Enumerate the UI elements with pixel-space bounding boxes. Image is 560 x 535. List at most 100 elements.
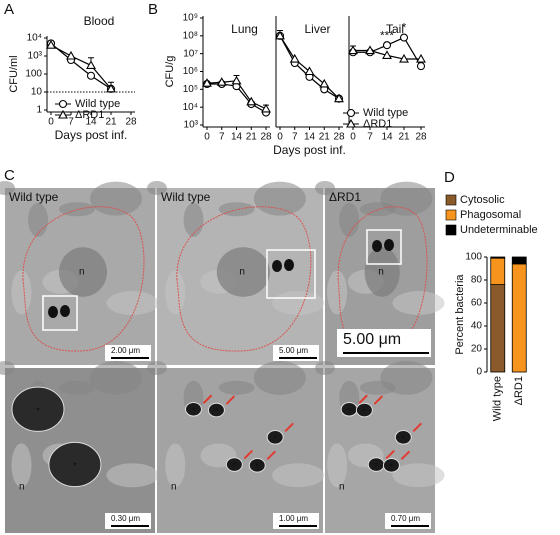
bar-segment — [490, 256, 506, 259]
x-tick-label: 21 — [105, 117, 117, 128]
marker — [58, 109, 68, 119]
legend-label: Undeterminable — [460, 224, 538, 236]
cell-structure — [147, 181, 167, 195]
y-tick-label: 0 — [476, 367, 482, 378]
marker — [399, 33, 409, 42]
y-tick-label: 20 — [471, 344, 483, 355]
scale-label: 5.00 μm — [279, 346, 308, 355]
cell-structure — [28, 202, 48, 237]
x-tick-label: 28 — [260, 132, 272, 143]
y-axis-label: CFU/ml — [8, 55, 20, 92]
bacterium — [284, 259, 294, 271]
bacterium-label: * — [401, 434, 405, 445]
y-tick-label: 10 — [31, 87, 43, 98]
y-tick-label: 10⁷ — [183, 48, 198, 59]
chart-title: Lung — [231, 22, 258, 36]
x-tick-label: 28 — [333, 132, 345, 143]
cell-structure — [327, 443, 348, 488]
bar-segment — [511, 256, 527, 265]
legend-label: Wild type — [363, 107, 408, 119]
y-tick-label: 100 — [25, 69, 42, 80]
y-tick-label: 10⁶ — [183, 66, 198, 77]
marker — [365, 45, 375, 55]
marker — [66, 50, 76, 60]
arrow — [358, 394, 368, 404]
scale-label: 0.70 μm — [391, 514, 420, 523]
arrow — [400, 450, 411, 461]
marker — [231, 75, 242, 85]
legend-label: ΔRD1 — [75, 109, 104, 121]
micrograph-label: Wild type — [161, 190, 211, 204]
bacterium-label: * — [255, 462, 259, 473]
marker — [86, 71, 96, 80]
cell-structure — [90, 181, 142, 216]
legend-swatch — [445, 209, 457, 221]
nucleus-label: n — [19, 481, 25, 492]
legend-swatch — [445, 194, 457, 206]
inset-box — [266, 249, 316, 299]
marker — [106, 83, 116, 93]
cell-outline — [176, 206, 312, 352]
arrow — [225, 395, 236, 405]
chart-title: Liver — [304, 22, 330, 36]
annotation: *** — [380, 28, 394, 42]
bacterium-label: * — [347, 406, 351, 417]
marker — [382, 50, 392, 59]
x-tick-label: 21 — [319, 132, 331, 143]
marker — [289, 53, 300, 63]
chart-title: Blood — [84, 14, 115, 28]
legend-label: Cytosolic — [460, 194, 505, 206]
bacterium — [272, 260, 282, 272]
cell-structure — [315, 181, 335, 195]
chart-title: Tail — [386, 22, 404, 36]
panel-label: D — [444, 169, 455, 186]
x-tick-label: 14 — [304, 132, 316, 143]
arrow — [373, 395, 384, 405]
scale-label: 0.30 μm — [111, 514, 140, 523]
series-line — [50, 44, 112, 90]
cell-structure — [90, 360, 142, 395]
x-tick-label: 0 — [204, 132, 210, 143]
bacterium — [185, 401, 203, 417]
marker — [416, 53, 426, 63]
marker — [216, 77, 227, 86]
x-tick-label: 28 — [125, 117, 137, 128]
cell-structure — [359, 380, 396, 395]
marker — [346, 118, 356, 128]
marker — [275, 30, 285, 40]
bacterium — [48, 441, 102, 488]
annotation: * — [402, 21, 407, 35]
y-tick-label: 40 — [471, 321, 483, 332]
y-axis-label: Percent bacteria — [454, 274, 466, 355]
x-tick-label: 14 — [85, 117, 97, 128]
panel-label: A — [4, 1, 14, 18]
legend-label: ΔRD1 — [363, 118, 392, 130]
cell-structure — [183, 202, 204, 237]
bacterium — [372, 240, 382, 252]
y-tick-label: 10⁸ — [183, 30, 198, 41]
y-tick-label: 80 — [471, 275, 483, 286]
bacterium-label: * — [192, 406, 196, 417]
arrow — [202, 394, 213, 404]
y-tick-label: 10³ — [28, 51, 43, 62]
marker — [46, 40, 56, 49]
cell-structure — [165, 270, 186, 315]
y-tick-label: 10⁴ — [27, 33, 42, 44]
scale-label: 5.00 μm — [343, 331, 401, 348]
x-tick-label: 0 — [48, 117, 54, 128]
cell-structure — [392, 463, 445, 488]
cell-structure — [106, 463, 159, 488]
nucleus — [59, 247, 107, 297]
x-tick-label: 14 — [381, 132, 393, 143]
cell-structure — [272, 291, 325, 316]
bacterium-label: * — [214, 407, 218, 418]
marker — [304, 66, 315, 76]
nucleus-label: n — [79, 267, 85, 278]
x-axis-label: Days post inf. — [273, 143, 346, 157]
scale-label: 2.00 μm — [111, 346, 140, 355]
bacterium-label: * — [232, 461, 236, 472]
nucleus-label: n — [171, 481, 177, 492]
marker — [202, 78, 212, 87]
x-tick-label: 0 — [277, 132, 283, 143]
bar-segment — [511, 263, 527, 373]
